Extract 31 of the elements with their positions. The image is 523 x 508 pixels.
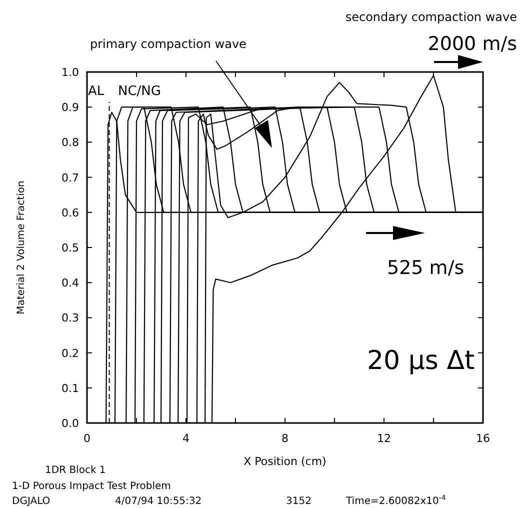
y-tick-label: 0.7 — [62, 171, 79, 184]
y-tick-label: 0.1 — [62, 382, 79, 395]
x-tick-label: 16 — [476, 432, 490, 445]
text: 1DR Block 1 — [45, 465, 106, 476]
y-tick-label: 0.3 — [62, 312, 79, 325]
y-tick-label: 0.2 — [62, 346, 79, 360]
y-tick-label: 1.0 — [62, 66, 79, 79]
x-axis-title: X Position (cm) — [244, 455, 326, 468]
y-axis-title: Material 2 Volume Fraction — [16, 180, 27, 314]
annotation: AL — [88, 84, 105, 99]
y-tick-label: 0.8 — [62, 136, 79, 150]
annotation: NC/NG — [118, 84, 161, 99]
x-tick-label: 8 — [282, 432, 288, 445]
y-tick-label: 0.9 — [62, 101, 79, 114]
x-tick-label: 12 — [377, 432, 391, 445]
annotation: 20 µs Δt — [367, 346, 475, 376]
text: 4/07/94 10:55:32 — [115, 496, 202, 507]
y-tick-label: 0.4 — [62, 276, 79, 290]
annotation: 525 m/s — [387, 257, 464, 279]
text: DGJALO — [12, 496, 50, 507]
y-tick-label: 0.0 — [62, 417, 79, 430]
text: Time=2.60082x10$^{-4}$ — [345, 494, 446, 507]
text: secondary compaction wave — [345, 10, 517, 24]
y-tick-label: 0.6 — [62, 206, 79, 220]
x-tick-label: 4 — [182, 432, 190, 445]
x-tick-label: 0 — [84, 432, 90, 445]
y-tick-label: 0.5 — [62, 242, 79, 254]
text: 2000 m/s — [428, 33, 517, 55]
text: 3152 — [286, 496, 312, 507]
text: primary compaction wave — [90, 37, 246, 51]
text: 1-D Porous Impact Test Problem — [12, 481, 171, 492]
